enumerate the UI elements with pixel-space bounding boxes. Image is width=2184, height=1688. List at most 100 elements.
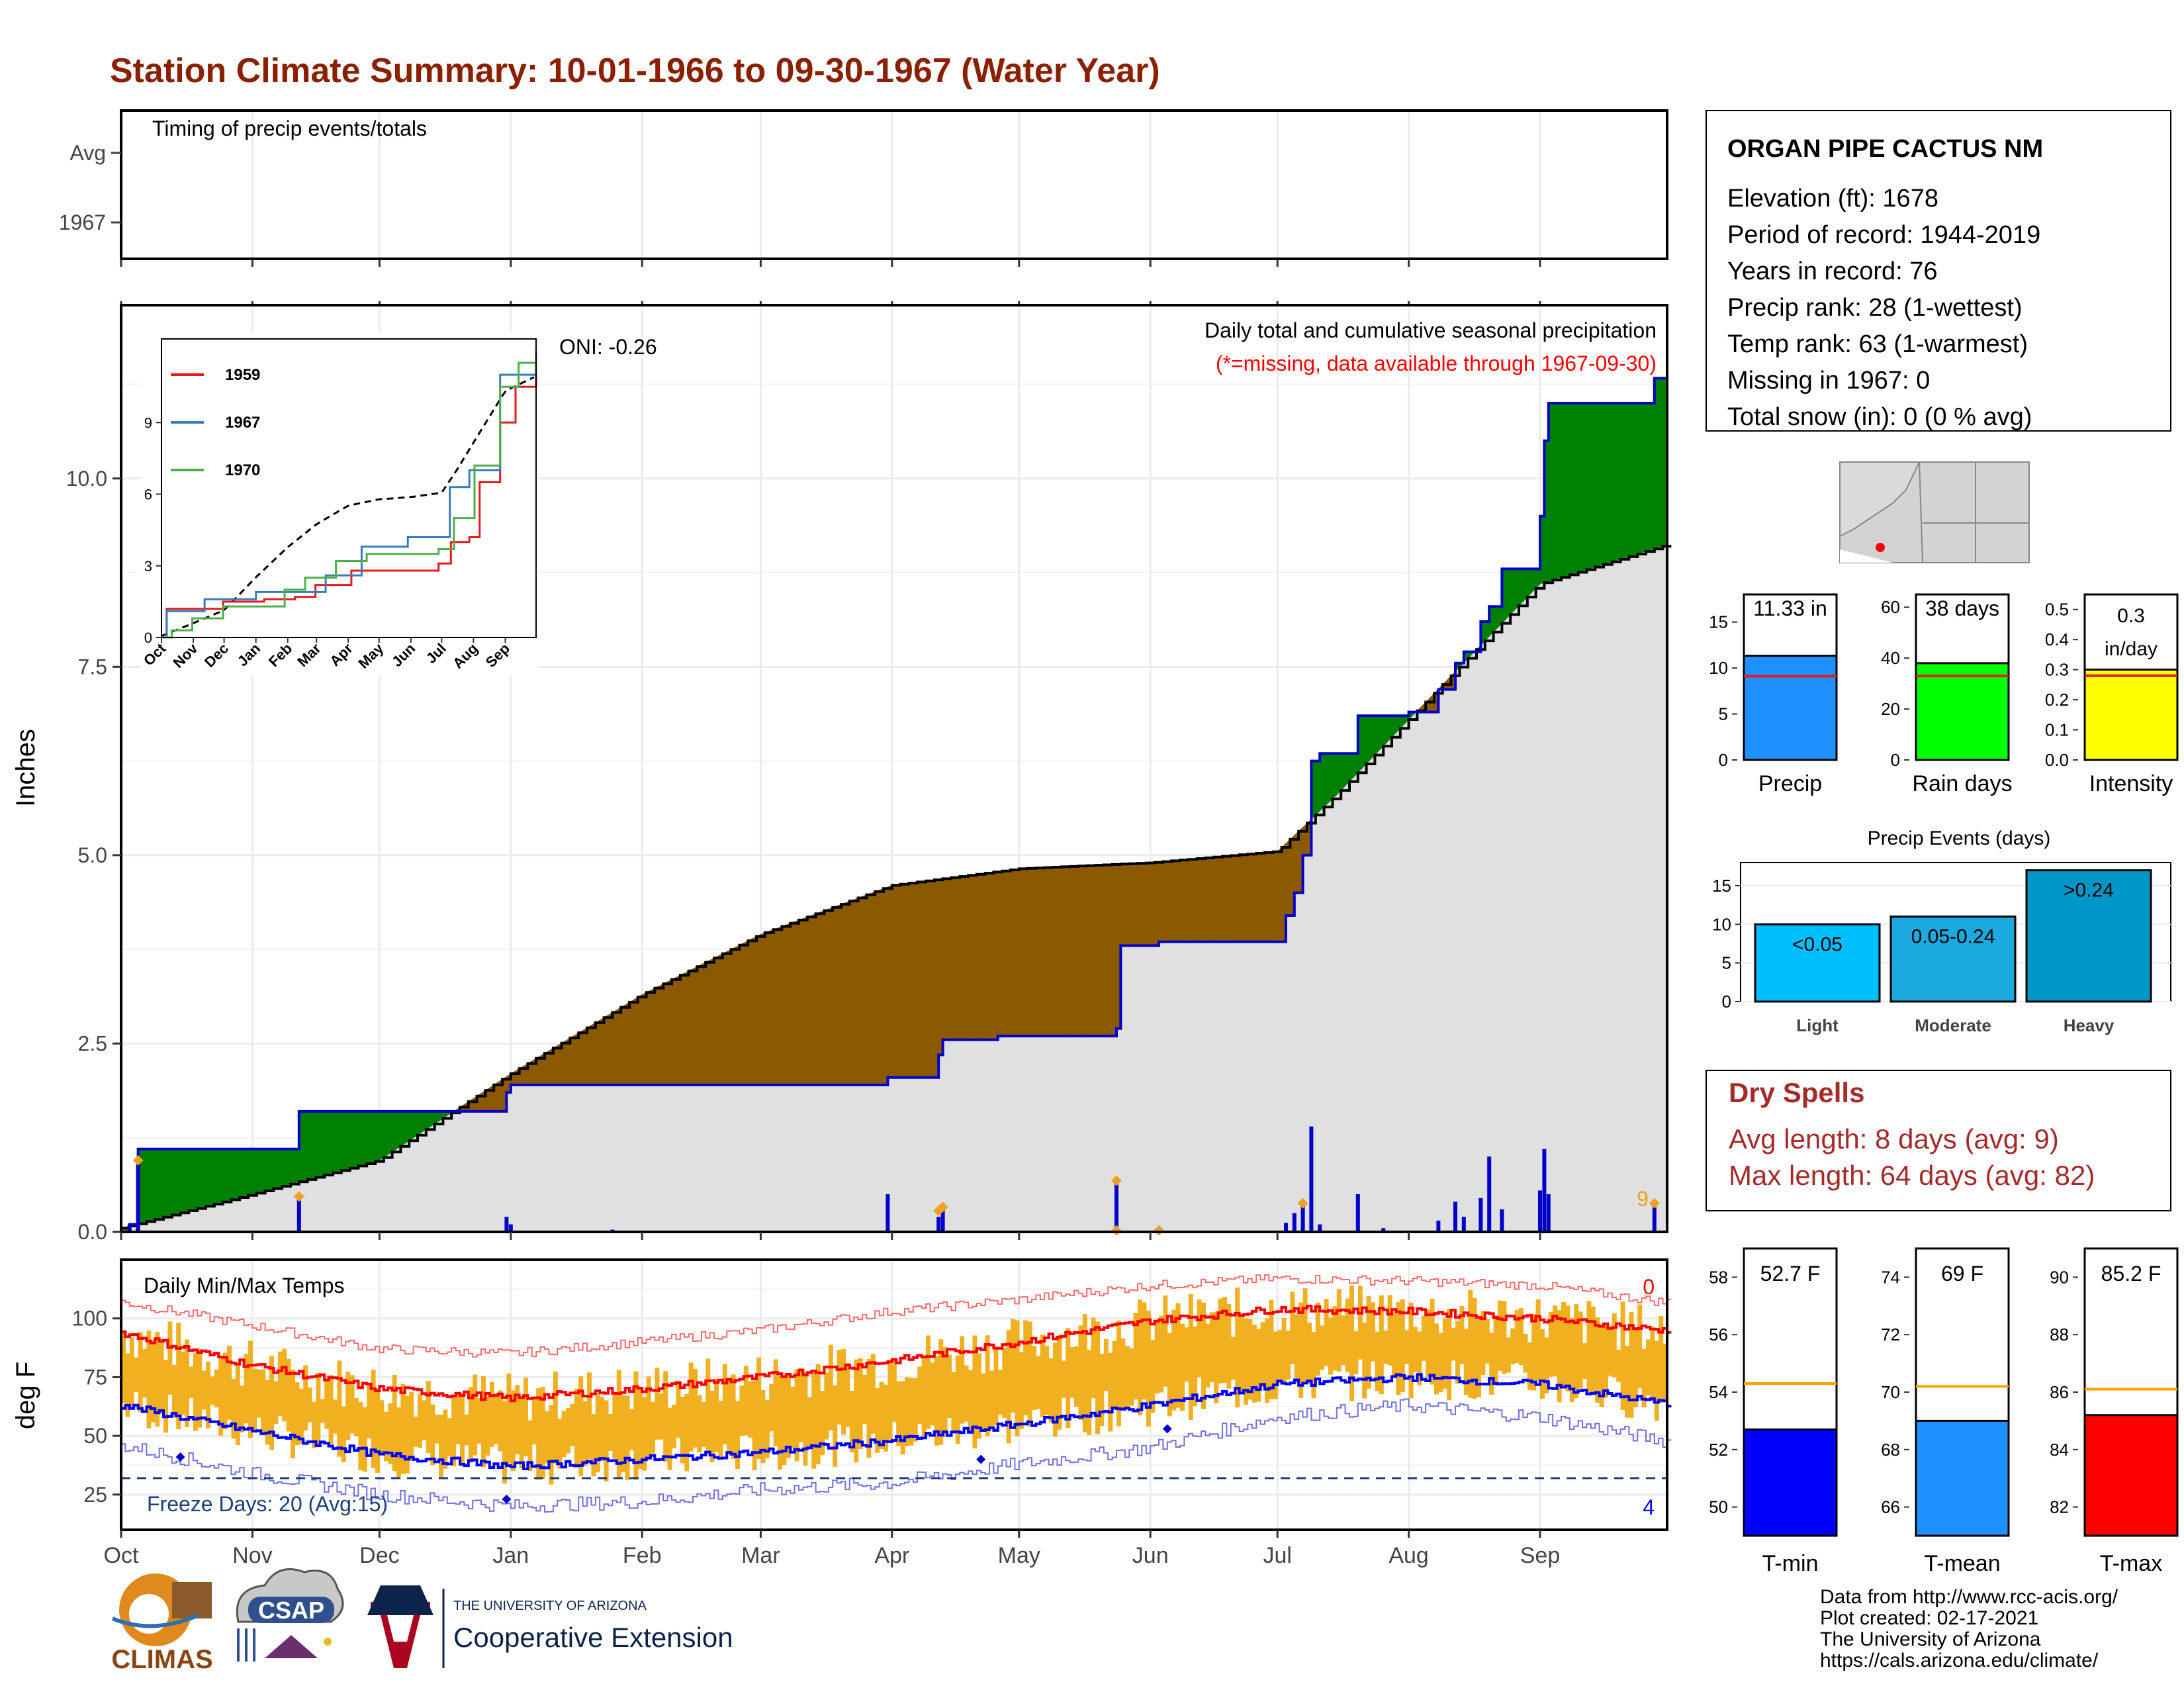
daily-temp-range-bar bbox=[1578, 1311, 1583, 1389]
daily-precip-bar bbox=[1652, 1205, 1657, 1232]
daily-temp-range-bar bbox=[1426, 1309, 1431, 1378]
below-average-fill bbox=[832, 905, 837, 1086]
daily-temp-range-bar bbox=[1248, 1319, 1253, 1400]
month-tick-label: Aug bbox=[1388, 1543, 1429, 1568]
above-average-fill bbox=[1315, 761, 1320, 816]
daily-temp-range-bar bbox=[604, 1400, 609, 1481]
daily-temp-range-bar bbox=[557, 1419, 563, 1469]
daily-temp-range-bar bbox=[282, 1348, 287, 1422]
above-average-fill bbox=[1557, 402, 1562, 579]
month-tick-label: Nov bbox=[232, 1543, 272, 1568]
below-average-fill bbox=[595, 1019, 600, 1086]
daily-temp-range-bar bbox=[845, 1362, 850, 1428]
daily-precip-bar bbox=[1381, 1228, 1386, 1232]
daily-temp-range-bar bbox=[277, 1351, 283, 1417]
daily-temp-range-bar bbox=[1506, 1337, 1511, 1373]
temp-y-label: deg F bbox=[11, 1362, 40, 1429]
above-average-fill bbox=[1620, 402, 1625, 560]
above-average-fill bbox=[1650, 402, 1655, 551]
below-average-fill bbox=[798, 918, 803, 1086]
month-tick-label: May bbox=[998, 1543, 1040, 1568]
daily-temp-range-bar bbox=[1002, 1348, 1007, 1418]
events-bar-moderate bbox=[1889, 915, 2017, 1003]
daily-temp-range-bar bbox=[633, 1371, 639, 1480]
daily-temp-range-bar bbox=[358, 1402, 363, 1471]
above-average-fill bbox=[265, 1149, 270, 1192]
daily-temp-range-bar bbox=[997, 1370, 1003, 1415]
above-average-fill bbox=[226, 1149, 232, 1201]
daily-temp-range-bar bbox=[489, 1382, 494, 1447]
above-average-fill bbox=[302, 1111, 308, 1181]
below-average-fill bbox=[1243, 853, 1248, 943]
events-category-label: Heavy bbox=[2064, 1015, 2115, 1035]
below-average-fill bbox=[747, 938, 752, 1086]
daily-precip-bar bbox=[1115, 1183, 1118, 1232]
summary-value-label: in/day bbox=[2105, 638, 2158, 660]
daily-temp-range-bar bbox=[129, 1337, 134, 1407]
daily-temp-range-bar bbox=[1146, 1311, 1151, 1427]
station-box-frame bbox=[1706, 110, 2171, 432]
daily-temp-range-bar bbox=[1120, 1338, 1126, 1411]
below-average-fill bbox=[688, 968, 694, 1086]
daily-temp-range-bar bbox=[663, 1371, 668, 1462]
footer-line: The University of Arizona bbox=[1820, 1628, 2041, 1650]
below-average-fill bbox=[739, 942, 745, 1086]
daily-temp-range-bar bbox=[379, 1400, 385, 1456]
daily-temp-range-bar bbox=[328, 1375, 334, 1447]
daily-temp-range-bar bbox=[333, 1399, 338, 1434]
daily-temp-range-bar bbox=[917, 1366, 923, 1424]
daily-temp-range-bar bbox=[608, 1414, 613, 1451]
below-average-fill bbox=[735, 945, 740, 1086]
daily-temp-range-bar bbox=[477, 1397, 482, 1444]
daily-temp-range-bar bbox=[964, 1365, 969, 1422]
daily-temp-range-bar bbox=[473, 1374, 478, 1456]
daily-temp-range-bar bbox=[705, 1358, 711, 1451]
daily-temp-range-bar bbox=[1180, 1323, 1185, 1411]
below-average-fill bbox=[582, 1027, 588, 1086]
daily-temp-range-bar bbox=[418, 1394, 422, 1448]
daily-temp-range-bar bbox=[743, 1366, 749, 1436]
daily-temp-range-bar bbox=[180, 1351, 185, 1415]
above-average-fill bbox=[167, 1149, 173, 1217]
daily-temp-range-bar bbox=[1383, 1331, 1388, 1364]
inset-legend-1970: 1970 bbox=[225, 461, 260, 479]
daily-temp-range-bar bbox=[1502, 1301, 1507, 1374]
daily-temp-range-bar bbox=[820, 1391, 825, 1456]
daily-temp-range-bar bbox=[1082, 1314, 1087, 1432]
events-category-label: Moderate bbox=[1915, 1015, 1991, 1035]
daily-temp-range-bar bbox=[972, 1335, 978, 1449]
daily-temp-range-bar bbox=[434, 1415, 439, 1444]
daily-temp-range-bar bbox=[337, 1360, 342, 1457]
summary-tick-label: 15 bbox=[1709, 612, 1728, 632]
below-average-fill bbox=[752, 936, 757, 1086]
below-average-fill bbox=[782, 924, 787, 1086]
above-average-fill bbox=[1615, 402, 1621, 561]
daily-temp-range-bar bbox=[265, 1380, 270, 1445]
daily-temp-range-bar bbox=[752, 1381, 757, 1471]
daily-temp-range-bar bbox=[138, 1332, 143, 1413]
temp-summary-bar-2 bbox=[2083, 1414, 2179, 1537]
daily-temp-range-bar bbox=[587, 1372, 592, 1460]
below-average-fill bbox=[1197, 858, 1202, 943]
daily-temp-range-bar bbox=[210, 1376, 215, 1405]
daily-temp-range-bar bbox=[1201, 1302, 1206, 1409]
daily-temp-range-bar bbox=[578, 1376, 584, 1477]
below-average-fill bbox=[904, 882, 909, 1078]
events-bar-label: 0.05-0.24 bbox=[1911, 926, 1995, 948]
daily-temp-range-bar bbox=[439, 1415, 443, 1479]
timing-row-avg: Avg bbox=[69, 141, 106, 165]
daily-precip-bar bbox=[1479, 1197, 1483, 1232]
below-average-fill bbox=[1234, 854, 1240, 943]
daily-temp-range-bar bbox=[189, 1366, 194, 1399]
temp-summary-value-label: 69 F bbox=[1941, 1262, 1983, 1286]
daily-temp-range-bar bbox=[298, 1388, 304, 1444]
below-average-fill bbox=[718, 953, 723, 1086]
below-average-fill bbox=[938, 878, 943, 1055]
daily-temp-range-bar bbox=[760, 1390, 766, 1464]
above-average-fill bbox=[362, 1111, 367, 1166]
daily-temp-range-bar bbox=[942, 1347, 948, 1437]
daily-temp-range-bar bbox=[549, 1405, 554, 1485]
precip-event-marker bbox=[293, 1191, 304, 1202]
daily-temp-range-bar bbox=[1421, 1315, 1426, 1361]
summary-value-label: 0.3 bbox=[2117, 605, 2145, 627]
